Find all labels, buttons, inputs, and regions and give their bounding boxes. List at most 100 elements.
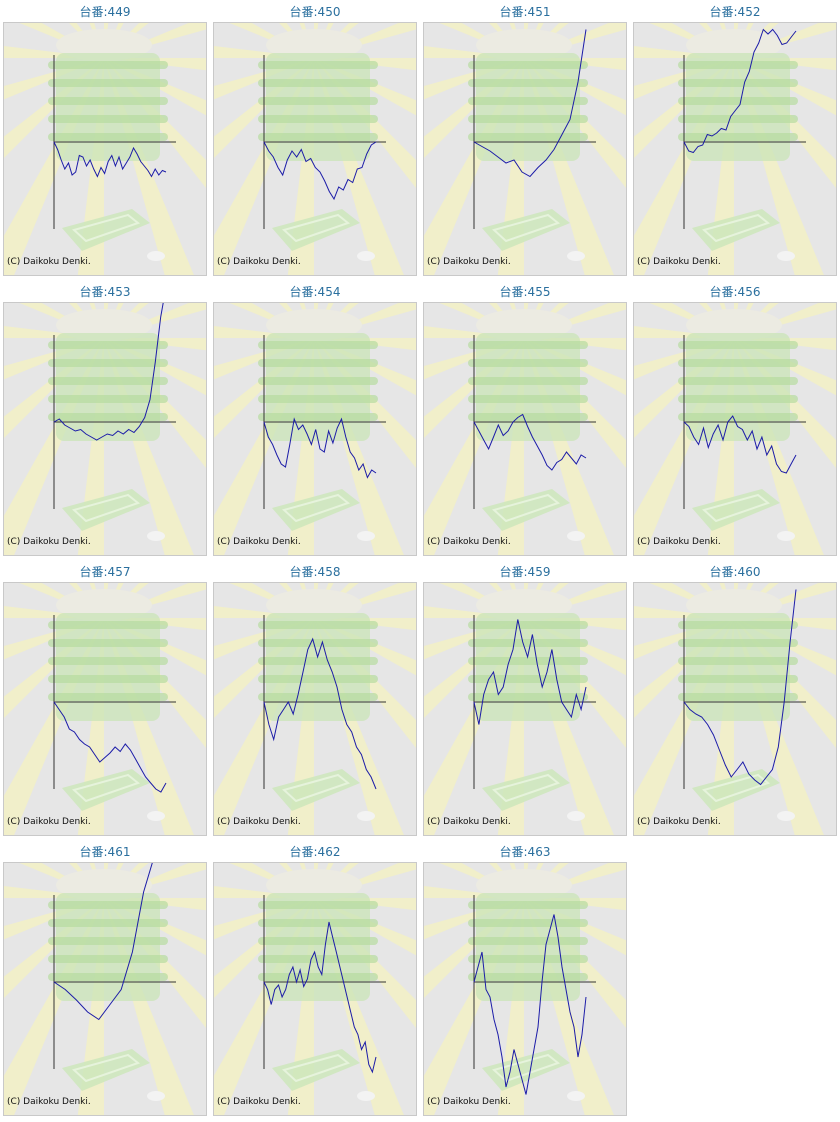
bg-machine-stripe-shape (468, 657, 588, 665)
bg-machine-stripe-shape (678, 693, 798, 701)
bg-machine-stripe-shape (468, 341, 588, 349)
chart-frame: (C) Daikoku Denki. (633, 582, 837, 836)
series-line (53, 701, 167, 793)
chart-plot (473, 335, 596, 509)
bg-machine-stripe-shape (468, 115, 588, 123)
bg-coin-shape (567, 1091, 585, 1101)
copyright-text: (C) Daikoku Denki. (217, 257, 301, 267)
bg-machine-stripe-shape (468, 413, 588, 421)
bg-coin-shape (357, 251, 375, 261)
chart-frame: (C) Daikoku Denki. (423, 302, 627, 556)
chart-frame: (C) Daikoku Denki. (3, 862, 207, 1116)
chart-frame: (C) Daikoku Denki. (423, 862, 627, 1116)
chart-title: 台番:449 (79, 5, 131, 19)
chart-plot (473, 29, 596, 229)
chart-plot (263, 895, 386, 1074)
series-line (53, 141, 167, 178)
bg-machine-stripe-shape (468, 359, 588, 367)
bg-tray-inner-shape (491, 493, 561, 523)
series-line (473, 413, 587, 471)
chart-background (214, 583, 416, 835)
bg-machine-stripe-shape (258, 377, 378, 385)
bg-tray-inner-shape (71, 213, 141, 243)
bg-coin-shape (147, 531, 165, 541)
copyright-text: (C) Daikoku Denki. (7, 1097, 91, 1107)
bg-machine-stripe-shape (678, 639, 798, 647)
bg-machine-stripe-shape (48, 657, 168, 665)
chart-frame: (C) Daikoku Denki. (423, 582, 627, 836)
bg-machine-stripe-shape (468, 973, 588, 981)
bg-machine-stripe-shape (48, 901, 168, 909)
chart-frame: (C) Daikoku Denki. (3, 302, 207, 556)
chart-plot (473, 615, 596, 789)
series-line (683, 28, 797, 154)
bg-machine-stripe-shape (678, 341, 798, 349)
copyright-text: (C) Daikoku Denki. (7, 257, 91, 267)
chart-panel: 台番:450 (C) Daikoku Denki. (210, 0, 420, 280)
copyright-text: (C) Daikoku Denki. (637, 537, 721, 547)
chart-frame: (C) Daikoku Denki. (213, 302, 417, 556)
bg-machine-stripe-shape (258, 675, 378, 683)
bg-machine-stripe-shape (468, 919, 588, 927)
bg-tray-inner-shape (701, 773, 771, 803)
bg-tray-inner-shape (281, 213, 351, 243)
bg-machine-stripe-shape (48, 377, 168, 385)
bg-machine-stripe-shape (678, 115, 798, 123)
chart-frame: (C) Daikoku Denki. (633, 22, 837, 276)
bg-tray-inner-shape (71, 773, 141, 803)
bg-machine-stripe-shape (48, 693, 168, 701)
bg-machine-stripe-shape (48, 973, 168, 981)
chart-plot (53, 303, 176, 509)
bg-coin-shape (777, 531, 795, 541)
bg-machine-stripe-shape (468, 621, 588, 629)
chart-panel: 台番:457 (C) Daikoku Denki. (0, 560, 210, 840)
chart-frame: (C) Daikoku Denki. (213, 582, 417, 836)
chart-title: 台番:462 (289, 845, 341, 859)
bg-machine-stripe-shape (258, 61, 378, 69)
bg-machine-stripe-shape (678, 377, 798, 385)
copyright-text: (C) Daikoku Denki. (7, 817, 91, 827)
chart-panel: 台番:463 (C) Daikoku Denki. (420, 840, 630, 1120)
bg-machine-stripe-shape (48, 97, 168, 105)
bg-coin-shape (567, 531, 585, 541)
chart-title: 台番:459 (499, 565, 551, 579)
copyright-text: (C) Daikoku Denki. (637, 257, 721, 267)
chart-background (214, 303, 416, 555)
bg-machine-stripe-shape (48, 413, 168, 421)
copyright-text: (C) Daikoku Denki. (427, 257, 511, 267)
chart-plot (263, 335, 386, 509)
chart-frame: (C) Daikoku Denki. (213, 22, 417, 276)
bg-machine-stripe-shape (258, 79, 378, 87)
bg-tray-inner-shape (71, 493, 141, 523)
chart-plot (263, 615, 386, 790)
bg-machine-stripe-shape (678, 413, 798, 421)
bg-machine-stripe-shape (258, 359, 378, 367)
bg-machine-stripe-shape (258, 955, 378, 963)
bg-machine-stripe-shape (258, 621, 378, 629)
chart-background (4, 23, 206, 275)
chart-panel: 台番:451 (C) Daikoku Denki. (420, 0, 630, 280)
series-line (263, 417, 377, 479)
chart-title: 台番:451 (499, 5, 551, 19)
chart-plot (683, 28, 806, 229)
bg-machine-stripe-shape (678, 657, 798, 665)
chart-title: 台番:457 (79, 565, 131, 579)
copyright-text: (C) Daikoku Denki. (427, 817, 511, 827)
bg-machine-stripe-shape (678, 97, 798, 105)
bg-machine-stripe-shape (48, 341, 168, 349)
series-line (53, 303, 164, 441)
bg-machine-stripe-shape (258, 657, 378, 665)
bg-coin-shape (147, 251, 165, 261)
chart-panel: 台番:462 (C) Daikoku Denki. (210, 840, 420, 1120)
series-line (683, 589, 797, 786)
bg-machine-stripe-shape (48, 133, 168, 141)
bg-machine-stripe-shape (48, 937, 168, 945)
series-line (263, 141, 377, 201)
bg-machine-stripe-shape (468, 79, 588, 87)
chart-title: 台番:452 (709, 5, 761, 19)
chart-title: 台番:461 (79, 845, 131, 859)
chart-frame: (C) Daikoku Denki. (213, 862, 417, 1116)
bg-machine-stripe-shape (468, 377, 588, 385)
bg-coin-shape (147, 811, 165, 821)
series-line (473, 619, 587, 725)
